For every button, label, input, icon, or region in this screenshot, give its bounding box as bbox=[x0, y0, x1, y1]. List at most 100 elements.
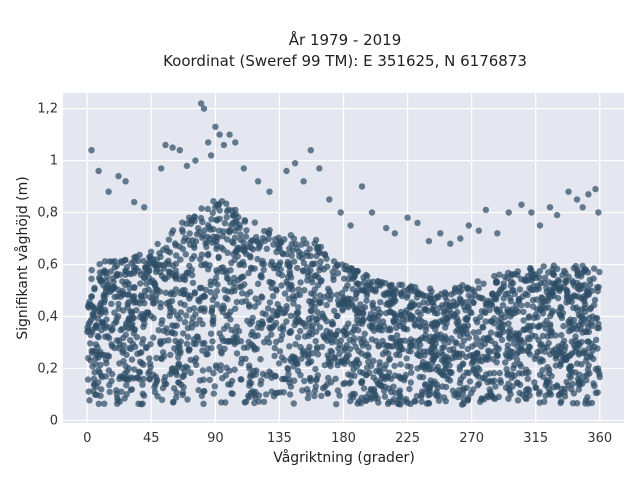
data-point bbox=[251, 219, 258, 226]
data-point bbox=[439, 344, 446, 352]
data-point bbox=[474, 278, 481, 285]
data-point bbox=[230, 212, 237, 219]
data-point bbox=[138, 292, 145, 299]
data-point bbox=[435, 294, 442, 301]
data-point bbox=[474, 364, 481, 371]
data-point bbox=[572, 333, 579, 340]
data-point bbox=[385, 369, 393, 376]
data-point bbox=[175, 362, 183, 369]
data-point bbox=[518, 302, 525, 309]
data-point bbox=[418, 391, 425, 398]
data-point bbox=[390, 383, 397, 390]
data-point bbox=[453, 328, 460, 335]
data-point bbox=[497, 377, 504, 384]
data-point bbox=[515, 295, 523, 303]
data-point bbox=[157, 253, 164, 260]
data-point bbox=[548, 332, 555, 339]
data-point bbox=[520, 317, 527, 324]
data-point bbox=[555, 285, 562, 293]
data-point bbox=[585, 291, 592, 298]
data-point bbox=[562, 343, 569, 350]
data-point bbox=[138, 311, 145, 318]
data-point bbox=[494, 308, 502, 316]
data-point bbox=[537, 347, 544, 355]
data-point bbox=[84, 324, 91, 331]
data-point bbox=[532, 311, 539, 319]
data-point bbox=[362, 271, 370, 279]
data-point bbox=[151, 384, 158, 391]
data-point bbox=[268, 258, 275, 266]
data-point bbox=[220, 141, 228, 149]
data-point bbox=[323, 301, 330, 309]
data-point bbox=[101, 296, 109, 304]
data-point bbox=[444, 316, 451, 323]
data-point bbox=[319, 310, 326, 317]
data-point bbox=[355, 281, 363, 288]
chart-title-line-2: Koordinat (Sweref 99 TM): E 351625, N 61… bbox=[163, 52, 527, 70]
data-point bbox=[277, 259, 284, 266]
data-point bbox=[165, 236, 173, 243]
data-point bbox=[370, 374, 377, 381]
data-point bbox=[84, 376, 92, 383]
data-point bbox=[435, 392, 442, 399]
data-point bbox=[316, 298, 323, 305]
data-point bbox=[585, 345, 593, 352]
data-point bbox=[575, 293, 582, 300]
data-point bbox=[270, 241, 277, 248]
data-point bbox=[263, 245, 270, 252]
data-point bbox=[377, 299, 384, 306]
data-point bbox=[334, 270, 342, 277]
data-point bbox=[123, 375, 131, 383]
data-point bbox=[357, 368, 364, 376]
data-point bbox=[468, 309, 475, 317]
data-point bbox=[93, 391, 101, 399]
data-point bbox=[578, 338, 585, 346]
data-point bbox=[261, 339, 268, 346]
data-point bbox=[585, 328, 593, 336]
data-point bbox=[232, 329, 239, 336]
data-point bbox=[180, 384, 187, 391]
data-point bbox=[411, 321, 419, 328]
data-point bbox=[228, 207, 236, 214]
data-point bbox=[579, 204, 586, 211]
data-point bbox=[266, 316, 273, 324]
data-point bbox=[240, 344, 248, 351]
data-point bbox=[102, 322, 110, 329]
data-point bbox=[195, 225, 202, 232]
data-point bbox=[294, 315, 302, 322]
data-point bbox=[297, 279, 304, 286]
data-point bbox=[210, 233, 217, 240]
data-point bbox=[233, 350, 241, 357]
data-point bbox=[314, 308, 321, 316]
data-point bbox=[314, 243, 322, 251]
data-point bbox=[392, 287, 399, 294]
data-point bbox=[535, 336, 542, 344]
data-point bbox=[579, 320, 586, 327]
data-point bbox=[275, 245, 282, 252]
data-point bbox=[591, 265, 598, 272]
data-point bbox=[348, 300, 355, 307]
data-point bbox=[391, 230, 398, 237]
data-point bbox=[168, 329, 176, 337]
data-point bbox=[129, 295, 136, 303]
data-point bbox=[403, 355, 410, 362]
data-point bbox=[90, 381, 98, 389]
x-tick-label: 315 bbox=[523, 431, 548, 446]
data-point bbox=[250, 367, 257, 375]
data-point bbox=[395, 318, 402, 326]
data-point bbox=[227, 222, 235, 229]
data-point bbox=[383, 224, 390, 232]
data-point bbox=[486, 348, 493, 355]
data-point bbox=[242, 233, 250, 240]
data-point bbox=[220, 246, 227, 253]
data-point bbox=[306, 245, 313, 252]
data-point bbox=[452, 390, 460, 397]
data-point bbox=[466, 378, 474, 385]
data-point bbox=[285, 295, 293, 302]
data-point bbox=[110, 283, 118, 291]
data-point bbox=[300, 178, 307, 185]
data-point bbox=[234, 244, 241, 252]
data-point bbox=[210, 370, 217, 377]
data-point bbox=[475, 227, 482, 234]
